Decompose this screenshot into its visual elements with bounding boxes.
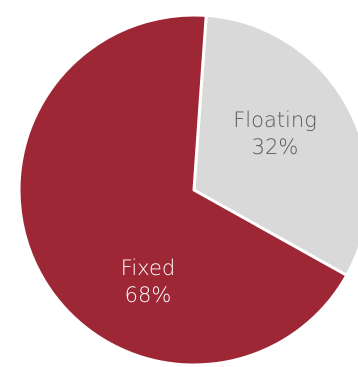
pie-label-floating: Floating 32%: [233, 108, 317, 159]
pie-label-percent: 32%: [252, 135, 299, 159]
pie-labels: Fixed 68% Floating 32%: [121, 108, 317, 307]
pie-slice-floating: [192, 13, 358, 277]
pie-label-fixed: Fixed 68%: [121, 256, 175, 307]
pie-label-name: Fixed: [121, 256, 175, 280]
pie-slices: [17, 13, 358, 367]
pie-slice-fixed: [17, 13, 349, 367]
pie-label-name: Floating: [233, 108, 317, 132]
pie-label-percent: 68%: [125, 283, 172, 307]
